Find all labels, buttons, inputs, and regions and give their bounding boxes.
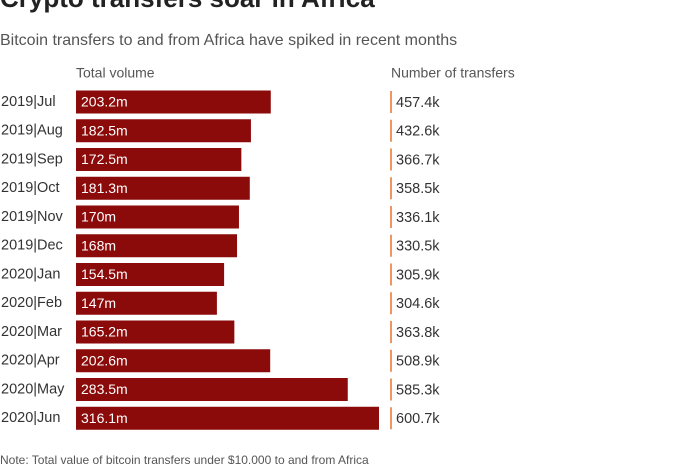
bar bbox=[76, 90, 271, 114]
value-label: 182.5m bbox=[81, 122, 128, 138]
bar bbox=[76, 349, 271, 373]
bar bbox=[76, 176, 250, 200]
column-header: Total volume bbox=[76, 65, 155, 81]
transfers-label: 305.9k bbox=[396, 267, 440, 283]
category-label: 2020|May bbox=[1, 381, 65, 397]
bar bbox=[76, 378, 348, 401]
transfers-label: 363.8k bbox=[396, 325, 440, 341]
value-label: 172.5m bbox=[81, 151, 128, 167]
chart-title: Crypto transfers soar in Africa bbox=[0, 0, 375, 13]
value-label: 170m bbox=[81, 209, 116, 225]
transfers-label: 457.4k bbox=[396, 95, 440, 111]
transfers-label: 366.7k bbox=[396, 152, 440, 168]
transfers-label: 304.6k bbox=[396, 296, 440, 312]
transfers-label: 600.7k bbox=[396, 411, 440, 427]
category-label: 2019|Nov bbox=[1, 209, 64, 225]
value-label: 147m bbox=[81, 295, 116, 311]
chart-subtitle: Bitcoin transfers to and from Africa hav… bbox=[0, 32, 457, 49]
category-label: 2019|Aug bbox=[1, 123, 63, 139]
column-header: Number of transfers bbox=[391, 65, 515, 81]
category-label: 2019|Dec bbox=[1, 238, 63, 254]
bar bbox=[76, 263, 225, 286]
transfers-label: 432.6k bbox=[396, 124, 440, 140]
value-label: 154.5m bbox=[81, 266, 128, 282]
value-label: 283.5m bbox=[81, 381, 128, 397]
category-label: 2019|Oct bbox=[1, 180, 60, 196]
bar bbox=[76, 119, 251, 143]
bar bbox=[76, 320, 235, 344]
value-label: 168m bbox=[81, 237, 116, 253]
bar bbox=[76, 148, 242, 171]
category-label: 2020|Jun bbox=[1, 410, 60, 426]
value-label: 165.2m bbox=[81, 324, 128, 340]
bar bbox=[76, 291, 217, 315]
category-label: 2019|Sep bbox=[1, 151, 63, 167]
category-label: 2019|Jul bbox=[1, 94, 56, 110]
category-label: 2020|Apr bbox=[1, 353, 60, 369]
transfers-label: 585.3k bbox=[396, 382, 440, 398]
transfers-label: 336.1k bbox=[396, 210, 440, 226]
transfers-label: 358.5k bbox=[396, 181, 440, 197]
value-label: 316.1m bbox=[81, 410, 128, 426]
value-label: 202.6m bbox=[81, 352, 128, 368]
transfers-label: 508.9k bbox=[396, 354, 440, 370]
note: Note: Total value of bitcoin transfers u… bbox=[0, 453, 369, 464]
category-label: 2020|Mar bbox=[1, 324, 62, 340]
category-label: 2020|Jan bbox=[1, 266, 60, 282]
category-label: 2020|Feb bbox=[1, 295, 62, 311]
value-label: 181.3m bbox=[81, 180, 128, 196]
bar bbox=[76, 234, 238, 258]
bar bbox=[76, 406, 379, 430]
value-label: 203.2m bbox=[81, 94, 128, 110]
transfers-label: 330.5k bbox=[396, 239, 440, 255]
bar bbox=[76, 205, 239, 229]
